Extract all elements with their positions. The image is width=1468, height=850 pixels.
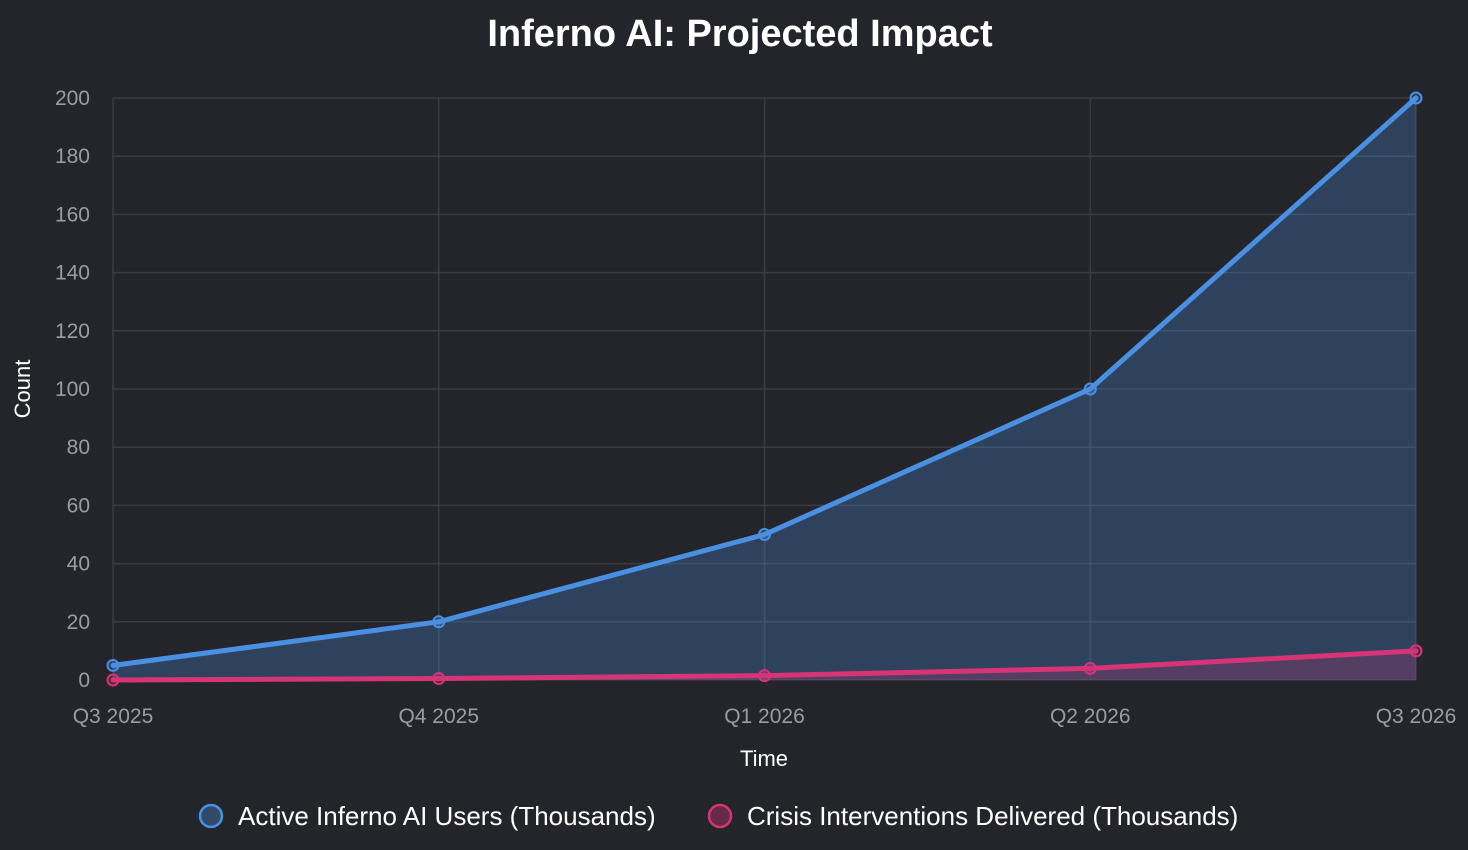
data-point[interactable] [1409, 91, 1423, 105]
data-point[interactable] [106, 673, 120, 687]
y-tick-label: 40 [67, 553, 90, 576]
series-line-0 [110, 95, 1419, 668]
legend-item[interactable]: Active Inferno AI Users (Thousands) [198, 801, 656, 831]
grid [112, 97, 1417, 681]
chart-title: Inferno AI: Projected Impact [487, 13, 993, 55]
area-fills [113, 98, 1416, 680]
legend-label: Active Inferno AI Users (Thousands) [238, 801, 656, 831]
y-tick-label: 80 [67, 436, 90, 459]
data-point[interactable] [758, 528, 771, 541]
series-area-0 [113, 98, 1416, 680]
legend-marker-icon [707, 803, 733, 829]
y-tick-label: 0 [78, 669, 90, 692]
y-tick-label: 180 [55, 145, 90, 168]
y-tick-label: 120 [55, 320, 90, 343]
x-tick-label: Q3 2025 [73, 705, 154, 728]
x-tick-label: Q2 2026 [1050, 705, 1131, 728]
data-point[interactable] [1083, 661, 1097, 675]
x-axis-ticks: Q3 2025 Q4 2025 Q1 2026 Q2 2026 Q3 2026 [73, 705, 1457, 728]
legend-marker-icon [198, 803, 224, 829]
x-tick-label: Q1 2026 [724, 705, 805, 728]
y-tick-label: 200 [55, 87, 90, 110]
y-tick-label: 20 [67, 611, 90, 634]
data-point[interactable] [432, 672, 446, 686]
y-tick-label: 160 [55, 203, 90, 226]
y-axis-ticks: 0 20 40 60 80 100 120 140 160 180 200 [55, 87, 90, 692]
data-point[interactable] [1083, 382, 1097, 396]
x-tick-label: Q3 2026 [1376, 705, 1457, 728]
series-line-1 [110, 648, 1419, 683]
x-axis-title: Time [740, 746, 788, 771]
legend-label: Crisis Interventions Delivered (Thousand… [747, 801, 1238, 831]
series-lines [110, 95, 1419, 683]
data-point[interactable] [758, 669, 771, 683]
y-tick-label: 100 [55, 378, 90, 401]
x-tick-label: Q4 2025 [398, 705, 479, 728]
y-tick-label: 140 [55, 262, 90, 285]
y-tick-label: 60 [67, 494, 90, 517]
data-point[interactable] [106, 658, 120, 672]
series-area-1 [113, 650, 1416, 680]
legend-item[interactable]: Crisis Interventions Delivered (Thousand… [707, 801, 1238, 831]
legend: Active Inferno AI Users (Thousands) Crisi… [198, 801, 1238, 831]
data-point[interactable] [432, 615, 446, 629]
data-point[interactable] [1409, 644, 1423, 658]
data-points [106, 91, 1423, 687]
y-axis-title: Count [10, 360, 35, 419]
